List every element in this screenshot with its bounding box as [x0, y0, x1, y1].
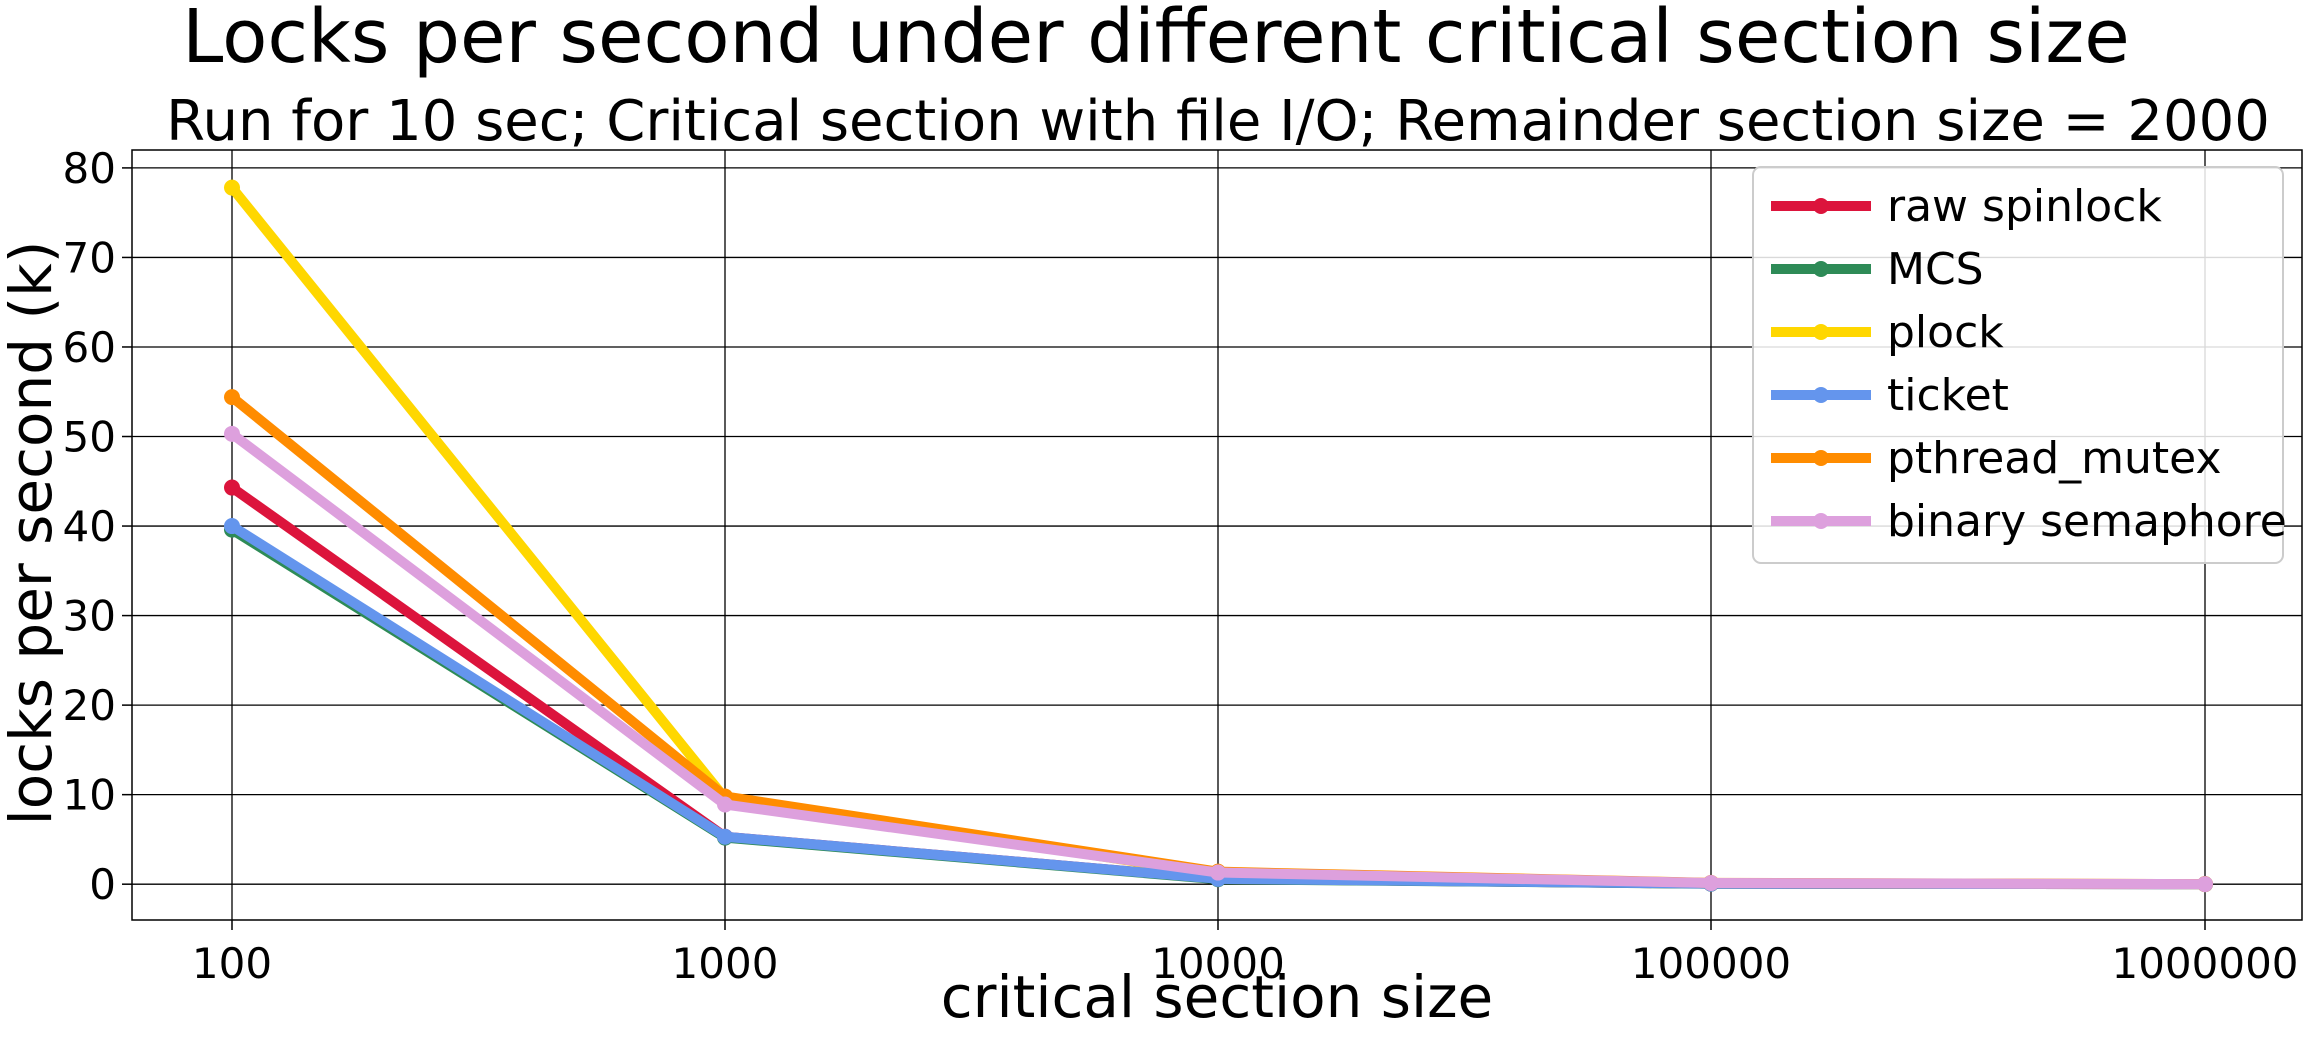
y-axis-label: locks per second (k) — [0, 241, 65, 826]
data-point — [224, 389, 240, 406]
legend-marker — [1813, 261, 1829, 277]
data-point — [717, 828, 733, 845]
data-point — [224, 425, 240, 442]
x-axis-label: critical section size — [941, 963, 1493, 1031]
legend-label: plock — [1887, 307, 2004, 358]
data-point — [224, 479, 240, 496]
y-tick-label: 20 — [63, 681, 116, 730]
y-tick-label: 80 — [63, 144, 116, 193]
legend-marker — [1813, 324, 1829, 340]
data-point — [224, 179, 240, 196]
x-tick-label: 1000000 — [2111, 939, 2298, 988]
legend-marker — [1813, 513, 1829, 529]
legend-box — [1752, 166, 2284, 564]
y-tick-label: 30 — [63, 592, 116, 641]
y-tick-label: 0 — [89, 860, 116, 909]
x-tick-label: 1000 — [672, 939, 779, 988]
data-point — [717, 796, 733, 813]
data-point — [224, 518, 240, 535]
legend-label: ticket — [1887, 370, 2009, 421]
series-lines — [224, 179, 2213, 893]
y-tick-label: 40 — [63, 502, 116, 551]
chart-subtitle: Run for 10 sec; Critical section with fi… — [166, 89, 2270, 154]
chart-title: Locks per second under different critica… — [182, 0, 2130, 80]
data-point — [1703, 875, 1719, 892]
y-tick-label: 60 — [63, 323, 116, 372]
legend-label: pthread_mutex — [1887, 433, 2222, 484]
tick-labels: 0 10 20 30 40 50 60 70 80 100 1000 10000 100000 10000… — [63, 144, 2299, 988]
legend-marker — [1813, 450, 1829, 466]
legend: raw spinlock MCS plock ticket pthread_mutexb… — [1752, 166, 2287, 564]
x-tick-label: 100 — [192, 939, 272, 988]
legend-marker — [1813, 198, 1829, 214]
data-point — [1210, 864, 1226, 881]
x-tick-label: 10000 — [1151, 939, 1285, 988]
data-point — [2197, 876, 2213, 893]
legend-marker — [1813, 387, 1829, 403]
plot-area — [131, 149, 2303, 921]
y-tick-label: 10 — [63, 771, 116, 820]
legend-label: raw spinlock — [1887, 181, 2162, 232]
legend-label: MCS — [1887, 244, 1984, 295]
y-tick-label: 50 — [63, 413, 116, 462]
x-tick-label: 100000 — [1631, 939, 1791, 988]
legend-label: binary semaphore — [1887, 496, 2287, 547]
y-tick-label: 70 — [63, 233, 116, 282]
